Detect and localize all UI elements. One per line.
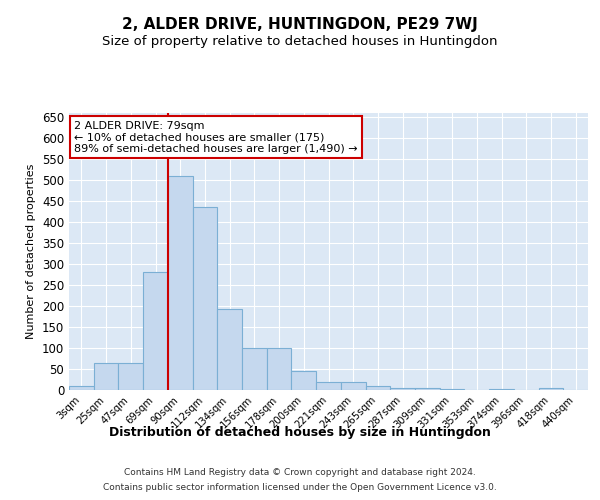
Bar [316,382,341,390]
Text: Distribution of detached houses by size in Huntingdon: Distribution of detached houses by size … [109,426,491,439]
Bar [267,348,292,390]
Bar [118,362,143,390]
Text: Contains public sector information licensed under the Open Government Licence v3: Contains public sector information licen… [103,483,497,492]
Bar [365,386,390,390]
Bar [440,389,464,390]
Bar [489,389,514,390]
Bar [415,388,440,390]
Bar [193,207,217,390]
Y-axis label: Number of detached properties: Number of detached properties [26,164,37,339]
Bar [242,348,267,390]
Text: 2, ALDER DRIVE, HUNTINGDON, PE29 7WJ: 2, ALDER DRIVE, HUNTINGDON, PE29 7WJ [122,18,478,32]
Bar [341,382,365,390]
Bar [539,388,563,390]
Bar [390,388,415,390]
Bar [94,362,118,390]
Bar [69,386,94,390]
Text: 2 ALDER DRIVE: 79sqm
← 10% of detached houses are smaller (175)
89% of semi-deta: 2 ALDER DRIVE: 79sqm ← 10% of detached h… [74,121,358,154]
Text: Size of property relative to detached houses in Huntingdon: Size of property relative to detached ho… [102,35,498,48]
Text: Contains HM Land Registry data © Crown copyright and database right 2024.: Contains HM Land Registry data © Crown c… [124,468,476,477]
Bar [143,272,168,390]
Bar [217,310,242,390]
Bar [168,176,193,390]
Bar [292,370,316,390]
